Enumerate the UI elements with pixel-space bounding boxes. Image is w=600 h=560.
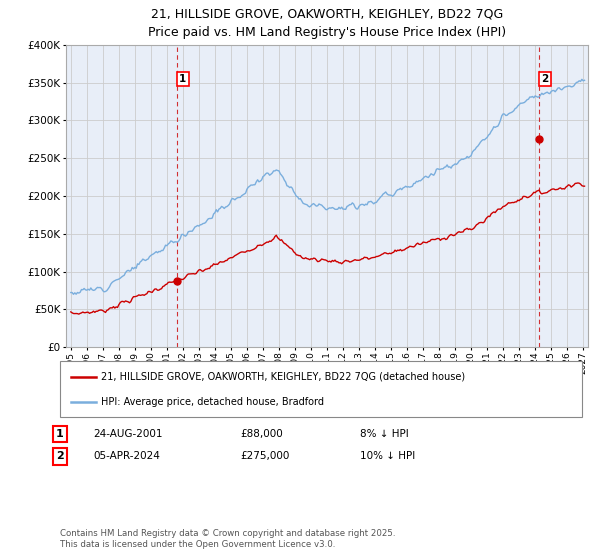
Text: £275,000: £275,000 [240,451,289,461]
Title: 21, HILLSIDE GROVE, OAKWORTH, KEIGHLEY, BD22 7QG
Price paid vs. HM Land Registry: 21, HILLSIDE GROVE, OAKWORTH, KEIGHLEY, … [148,7,506,39]
Text: 2: 2 [56,451,64,461]
Text: HPI: Average price, detached house, Bradford: HPI: Average price, detached house, Brad… [101,396,324,407]
Text: 10% ↓ HPI: 10% ↓ HPI [360,451,415,461]
Text: Contains HM Land Registry data © Crown copyright and database right 2025.: Contains HM Land Registry data © Crown c… [60,529,395,538]
Text: 1: 1 [56,429,64,439]
Text: 8% ↓ HPI: 8% ↓ HPI [360,429,409,439]
Text: 21, HILLSIDE GROVE, OAKWORTH, KEIGHLEY, BD22 7QG (detached house): 21, HILLSIDE GROVE, OAKWORTH, KEIGHLEY, … [101,372,465,382]
Text: £88,000: £88,000 [240,429,283,439]
Text: 2: 2 [541,74,549,84]
Text: 24-AUG-2001: 24-AUG-2001 [93,429,163,439]
Text: 1: 1 [179,74,187,84]
Text: This data is licensed under the Open Government Licence v3.0.: This data is licensed under the Open Gov… [60,540,335,549]
Text: 05-APR-2024: 05-APR-2024 [93,451,160,461]
